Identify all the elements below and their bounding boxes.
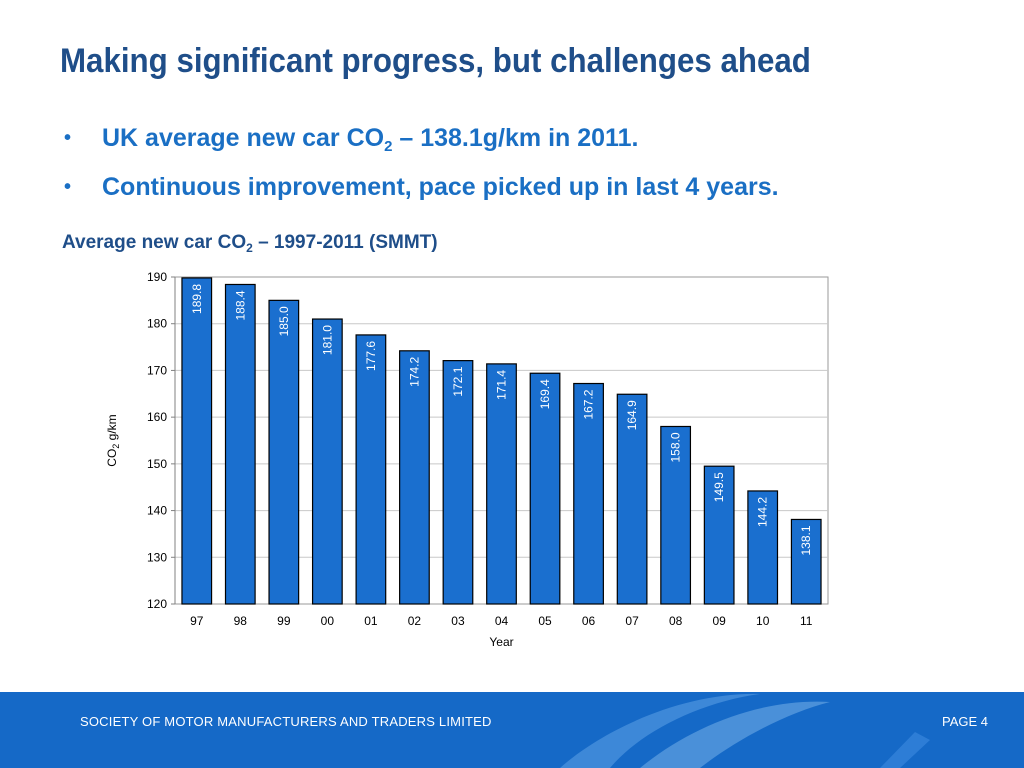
bar-value-label: 172.1 — [451, 366, 465, 396]
bullet-item: • Continuous improvement, pace picked up… — [60, 167, 779, 207]
bar — [747, 490, 779, 605]
x-tick-label: 97 — [190, 614, 204, 628]
x-tick-label: 11 — [800, 614, 813, 628]
y-tick-label: 120 — [147, 597, 167, 611]
bar-value-label: 149.5 — [712, 472, 726, 502]
x-tick-label: 08 — [669, 614, 683, 628]
y-tick-label: 180 — [147, 317, 167, 331]
y-tick-label: 130 — [147, 550, 167, 564]
bar-value-label: 188.4 — [233, 290, 247, 320]
bullet-text-part: UK average new car CO — [102, 124, 385, 152]
x-tick-label: 99 — [277, 614, 291, 628]
bar — [399, 350, 430, 605]
bar-value-label: 189.8 — [190, 284, 204, 314]
footer-swoosh-shape — [560, 693, 760, 768]
y-tick-label: 160 — [147, 410, 167, 424]
footer-company-name: SOCIETY OF MOTOR MANUFACTURERS AND TRADE… — [80, 714, 492, 729]
y-tick-label: 190 — [147, 270, 167, 284]
x-tick-label: 02 — [408, 614, 422, 628]
bar-chart: 120 130 140 150 160 170 180 190 189.8 97 188.4 98 18… — [105, 270, 829, 649]
bar-value-label: 138.1 — [799, 525, 813, 555]
bar-value-label: 171.4 — [495, 370, 509, 400]
y-tick-label: 140 — [147, 504, 167, 518]
bar-value-label: 158.0 — [669, 432, 683, 462]
y-tick-label: 150 — [147, 457, 167, 471]
bar-value-label: 177.6 — [364, 341, 378, 371]
footer-page-number: PAGE 4 — [941, 714, 988, 729]
footer: SOCIETY OF MOTOR MANUFACTURERS AND TRADE… — [0, 692, 1024, 768]
bar — [573, 382, 604, 605]
bar-value-label: 174.2 — [407, 356, 421, 386]
x-tick-label: 03 — [451, 614, 465, 628]
y-tick-label: 170 — [147, 363, 167, 377]
chart-heading: Average new car CO2 – 1997-2011 (SMMT) — [62, 232, 438, 255]
x-tick-label: 09 — [712, 614, 726, 628]
bar — [181, 277, 213, 605]
chart-heading-subscript: 2 — [246, 241, 253, 255]
bar — [529, 372, 561, 605]
bar — [268, 299, 300, 605]
bullet-text-part: Continuous improvement, pace picked up i… — [102, 173, 779, 201]
y-axis-title-subscript: 2 — [111, 444, 121, 449]
bullet-text-part: – 138.1g/km in 2011. — [392, 124, 639, 152]
bullet-dot: • — [64, 127, 72, 149]
slide-title: Making significant progress, but challen… — [60, 42, 811, 80]
x-tick-label: 07 — [625, 614, 639, 628]
x-tick-label: 00 — [321, 614, 335, 628]
footer-swoosh-shape — [880, 732, 930, 768]
bullet-item: • UK average new car CO2 – 138.1g/km in … — [60, 118, 779, 167]
bar-value-label: 181.0 — [320, 325, 334, 355]
bar — [355, 334, 387, 605]
chart-heading-part: – 1997-2011 (SMMT) — [252, 232, 438, 253]
bar-value-label: 164.9 — [625, 400, 639, 430]
x-axis-title: Year — [489, 635, 513, 649]
y-axis-title-part: CO — [105, 449, 119, 467]
bar-value-label: 169.4 — [538, 379, 552, 409]
bar-value-label: 185.0 — [277, 306, 291, 336]
bar-value-label: 144.2 — [756, 497, 770, 527]
x-tick-label: 10 — [756, 614, 770, 628]
x-tick-label: 05 — [538, 614, 552, 628]
bullet-subscript: 2 — [384, 138, 393, 155]
footer-swoosh — [560, 693, 930, 768]
bar — [224, 283, 256, 605]
bar-value-label: 167.2 — [582, 389, 596, 419]
x-tick-label: 04 — [495, 614, 509, 628]
y-axis-title-part: g/km — [105, 414, 119, 443]
bar — [442, 360, 474, 605]
y-axis-title: CO2 g/km — [105, 414, 121, 466]
bullet-list: • UK average new car CO2 – 138.1g/km in … — [60, 118, 779, 207]
x-tick-label: 98 — [234, 614, 248, 628]
bar — [660, 425, 692, 605]
x-tick-label: 01 — [364, 614, 378, 628]
bar — [703, 465, 735, 605]
chart-heading-part: Average new car CO — [62, 232, 247, 253]
bar — [790, 518, 822, 605]
footer-swoosh-shape — [640, 701, 830, 768]
bar — [486, 363, 517, 605]
x-tick-label: 06 — [582, 614, 596, 628]
bar — [311, 318, 343, 605]
bullet-dot: • — [64, 176, 72, 198]
bar — [616, 393, 648, 605]
